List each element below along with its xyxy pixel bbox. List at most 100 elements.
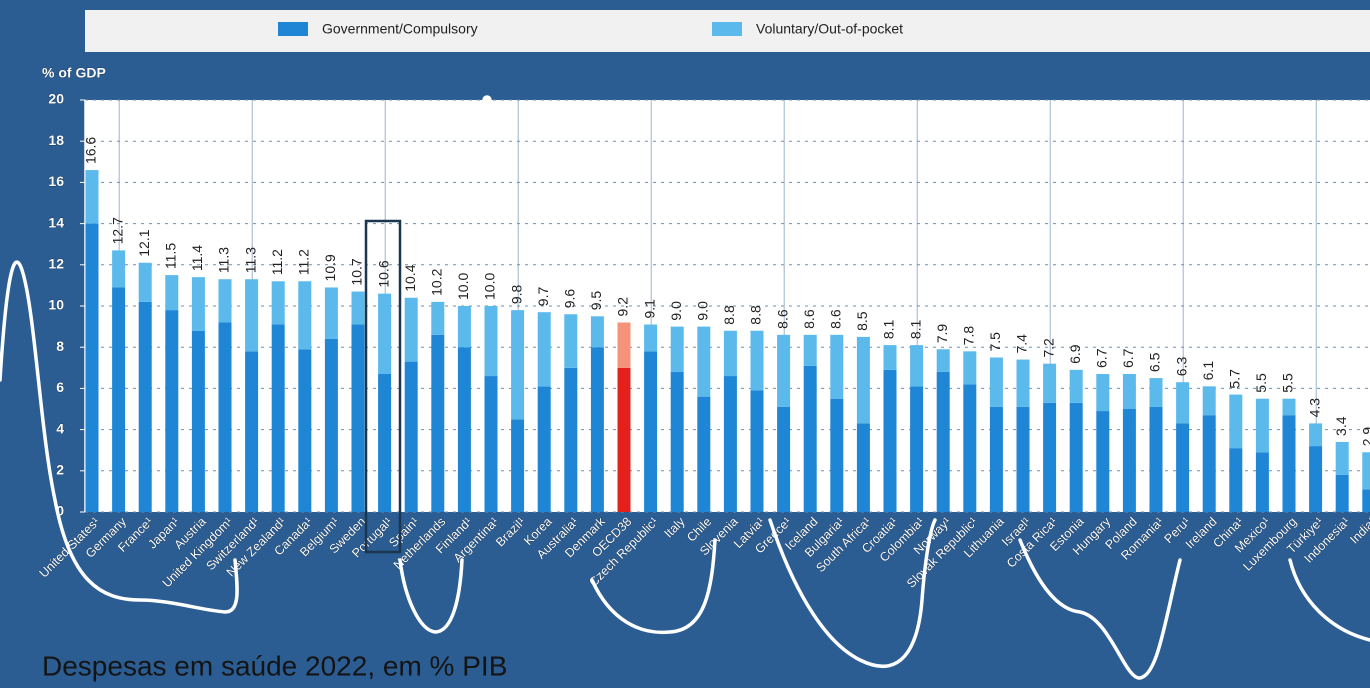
- bar-segment: [1096, 411, 1109, 512]
- value-label: 8.6: [774, 309, 790, 329]
- bar-segment: [618, 368, 631, 512]
- x-tick-label: India¹: [1347, 515, 1370, 547]
- bar-segment: [963, 384, 976, 512]
- bar-segment: [644, 325, 657, 352]
- bar-segment: [245, 279, 258, 351]
- bar-segment: [1203, 415, 1216, 512]
- bar-segment: [272, 325, 285, 512]
- bar-segment: [1309, 446, 1322, 512]
- bar-segment: [724, 331, 737, 376]
- value-label: 8.5: [854, 311, 870, 331]
- value-label: 4.3: [1306, 398, 1322, 418]
- value-label: 8.1: [881, 319, 897, 339]
- bar-segment: [139, 302, 152, 512]
- bar-segment: [990, 407, 1003, 512]
- bar-segment: [165, 310, 178, 512]
- value-label: 8.6: [801, 309, 817, 329]
- bar-segment: [458, 347, 471, 512]
- y-tick-label: 16: [48, 173, 64, 189]
- bar-segment: [910, 386, 923, 512]
- chart: 02468101214161820Government/CompulsoryVo…: [0, 0, 1370, 688]
- bar-segment: [591, 316, 604, 347]
- bar-segment: [777, 407, 790, 512]
- caption: Despesas em saúde 2022, em % PIB: [42, 650, 507, 681]
- bar-segment: [352, 325, 365, 512]
- bar-segment: [1362, 452, 1370, 489]
- bar-segment: [538, 386, 551, 512]
- bar-segment: [1017, 407, 1030, 512]
- bar-segment: [192, 277, 205, 331]
- bar-segment: [1283, 399, 1296, 415]
- legend-swatch: [278, 22, 308, 36]
- value-label: 7.9: [934, 324, 950, 344]
- y-tick-label: 8: [56, 338, 64, 354]
- value-label: 5.5: [1253, 373, 1269, 393]
- value-label: 8.8: [748, 305, 764, 325]
- bar-segment: [431, 302, 444, 335]
- bar-segment: [937, 372, 950, 512]
- bar-segment: [511, 310, 524, 419]
- bar-segment: [458, 306, 471, 347]
- bar-segment: [1336, 475, 1349, 512]
- bar-segment: [405, 298, 418, 362]
- bar-segment: [751, 331, 764, 391]
- value-label: 8.8: [721, 305, 737, 325]
- bar-segment: [1229, 395, 1242, 449]
- value-label: 16.6: [83, 137, 99, 164]
- value-label: 10.6: [375, 260, 391, 287]
- value-label: 12.7: [109, 217, 125, 244]
- y-tick-label: 4: [56, 420, 64, 436]
- value-label: 7.5: [987, 332, 1003, 352]
- value-label: 11.3: [216, 247, 232, 273]
- y-tick-label: 20: [48, 91, 64, 107]
- curve: [592, 540, 715, 632]
- bar-segment: [1150, 378, 1163, 407]
- bar-segment: [378, 374, 391, 512]
- value-label: 6.7: [1120, 348, 1136, 368]
- bar-segment: [86, 170, 99, 224]
- bar-segment: [697, 397, 710, 512]
- curve: [1020, 540, 1180, 678]
- legend-swatch: [712, 22, 742, 36]
- value-label: 5.5: [1280, 373, 1296, 393]
- bar-segment: [644, 351, 657, 512]
- bar-segment: [1017, 360, 1030, 407]
- curve: [1290, 560, 1370, 640]
- bar-segment: [1283, 415, 1296, 512]
- value-label: 10.0: [482, 273, 498, 300]
- value-label: 6.5: [1147, 352, 1163, 372]
- y-tick-label: 12: [48, 256, 64, 272]
- dot: [484, 97, 490, 103]
- bar-segment: [139, 263, 152, 302]
- value-label: 9.0: [695, 301, 711, 321]
- bar-segment: [1070, 370, 1083, 403]
- value-label: 10.2: [429, 268, 445, 295]
- y-tick-label: 6: [56, 379, 64, 395]
- bar-segment: [112, 287, 125, 512]
- bar-segment: [1362, 489, 1370, 512]
- bar-segment: [485, 306, 498, 376]
- bar-segment: [618, 322, 631, 367]
- bar-segment: [751, 390, 764, 512]
- bar-segment: [1123, 374, 1136, 409]
- value-label: 11.5: [163, 243, 179, 269]
- bar-segment: [1256, 399, 1269, 453]
- value-label: 9.5: [588, 291, 604, 311]
- bar-segment: [963, 351, 976, 384]
- y-tick-label: 2: [56, 462, 64, 478]
- value-label: 9.6: [562, 289, 578, 309]
- value-label: 11.2: [269, 249, 285, 275]
- legend-label: Government/Compulsory: [322, 21, 478, 37]
- bar-segment: [990, 358, 1003, 407]
- bar-segment: [591, 347, 604, 512]
- bar-segment: [1229, 448, 1242, 512]
- value-label: 10.0: [455, 273, 471, 300]
- bar-segment: [697, 327, 710, 397]
- bar-segment: [485, 376, 498, 512]
- y-tick-label: 14: [48, 214, 64, 230]
- bar-segment: [857, 337, 870, 424]
- value-label: 9.0: [668, 301, 684, 321]
- bar-segment: [431, 335, 444, 512]
- value-label: 3.4: [1333, 416, 1349, 436]
- value-label: 11.3: [242, 247, 258, 273]
